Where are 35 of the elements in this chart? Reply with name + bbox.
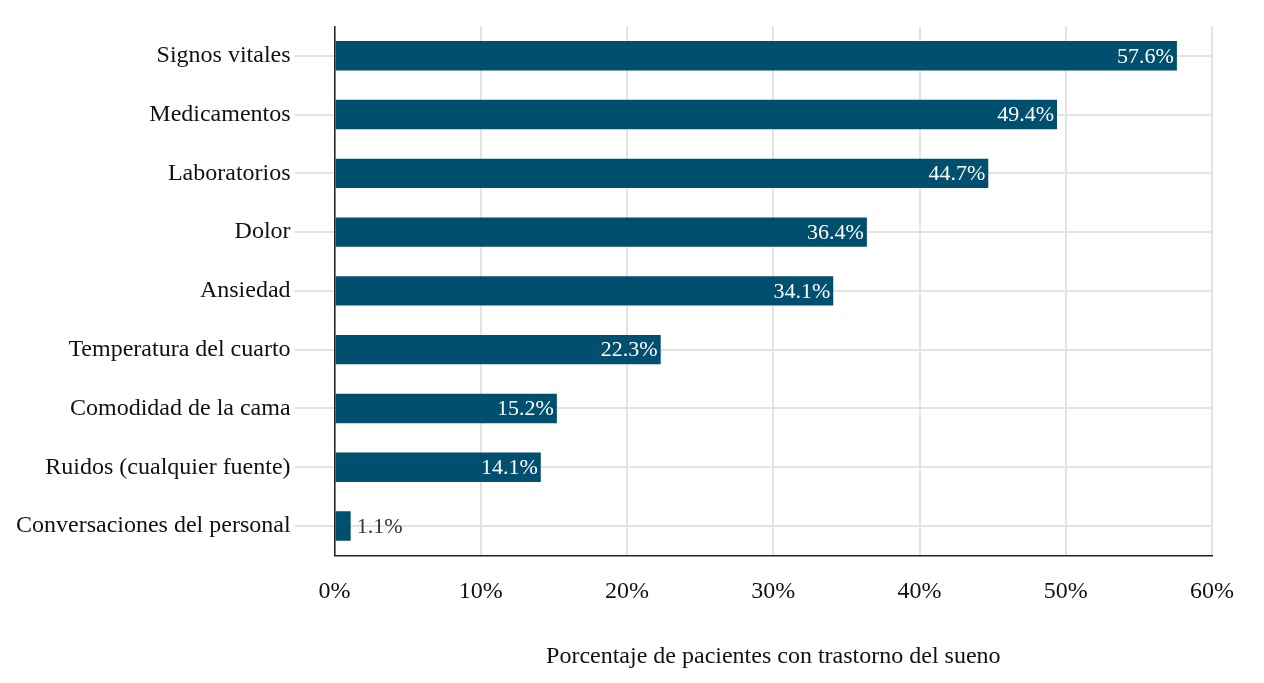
data-label: 57.6% (1117, 42, 1174, 68)
x-tick-label: 40% (897, 577, 942, 604)
x-axis-title: Porcentaje de pacientes con trastorno del sueno (546, 641, 1001, 668)
bar (335, 276, 834, 306)
data-label: 34.1% (773, 277, 831, 303)
bar (335, 511, 351, 541)
x-tick-label: 20% (605, 577, 650, 604)
y-tick-label: Comodidad de la cama (69, 393, 291, 420)
y-tick-label: Ruidos (cualquier fuente) (45, 452, 291, 479)
y-tick-label: Conversaciones del personal (15, 511, 291, 538)
data-label: 44.7% (928, 160, 986, 186)
data-label: 36.4% (807, 218, 864, 244)
x-tick-label: 60% (1190, 577, 1234, 604)
x-tick-label: 30% (751, 577, 796, 604)
bar (335, 452, 541, 482)
data-label: 49.4% (997, 101, 1054, 127)
data-label: 14.1% (480, 454, 538, 480)
y-tick-label: Medicamentos (149, 99, 291, 126)
x-tick-label: 50% (1043, 577, 1088, 604)
data-label: 1.1% (356, 512, 403, 538)
bar (335, 217, 867, 247)
data-label: 22.3% (600, 336, 658, 362)
bar (335, 41, 1177, 71)
y-tick-label: Ansiedad (199, 276, 291, 303)
y-tick-label: Laboratorios (167, 158, 291, 185)
x-tick-label: 0% (318, 577, 351, 604)
bar (335, 393, 557, 424)
bar (335, 158, 989, 189)
x-tick-label: 10% (458, 577, 503, 604)
bar (335, 334, 661, 365)
bar (335, 99, 1057, 130)
y-tick-label: Signos vitales (156, 41, 291, 68)
data-label: 15.2% (497, 395, 554, 421)
y-tick-label: Dolor (234, 217, 291, 244)
y-tick-label: Temperatura del cuarto (68, 334, 291, 361)
